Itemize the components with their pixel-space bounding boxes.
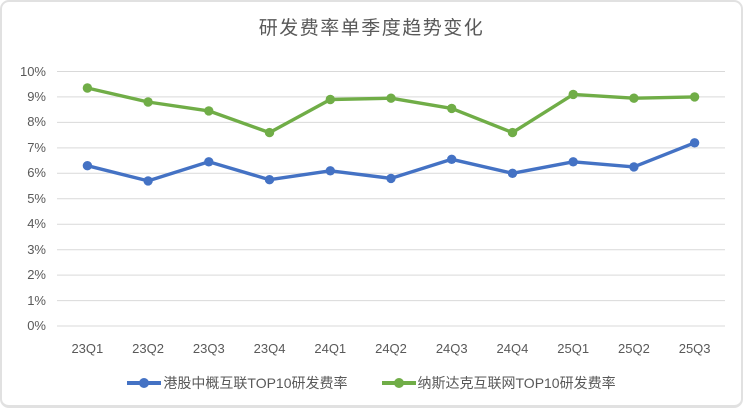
data-point <box>204 106 214 116</box>
legend-line-green-icon <box>381 378 416 388</box>
y-axis-tick-label: 10% <box>19 63 46 79</box>
legend-line-blue-icon <box>127 378 162 388</box>
data-point <box>447 154 457 164</box>
x-axis-tick-label: 24Q2 <box>375 341 407 356</box>
y-axis-tick-label: 9% <box>27 88 46 104</box>
legend-label-nasdaq-top10: 纳斯达克互联网TOP10研发费率 <box>417 375 616 391</box>
data-point <box>386 173 396 184</box>
x-axis-tick-label: 25Q2 <box>618 341 650 356</box>
y-axis-tick-label: 1% <box>27 292 46 308</box>
legend-dot-green-icon <box>393 378 404 388</box>
legend-dot-blue-icon <box>139 378 150 388</box>
data-point <box>507 127 518 138</box>
data-point <box>568 89 578 100</box>
legend-item-hk-top10: 港股中概互联TOP10研发费率 <box>127 373 348 393</box>
data-point <box>82 83 93 93</box>
x-axis-tick-label: 24Q4 <box>496 341 529 356</box>
y-axis-tick-label: 3% <box>27 241 46 257</box>
y-axis-tick-label: 8% <box>27 114 46 130</box>
data-point <box>143 176 153 186</box>
data-point <box>325 166 335 176</box>
legend-label-hk-top10: 港股中概互联TOP10研发费率 <box>163 375 348 391</box>
data-point <box>264 127 275 138</box>
x-axis-tick-label: 23Q3 <box>192 341 225 356</box>
y-axis-tick-label: 2% <box>27 267 46 283</box>
x-axis-tick-label: 24Q1 <box>314 341 347 356</box>
data-point <box>264 175 275 185</box>
chart-title: 研发费率单季度趋势变化 <box>258 18 485 39</box>
x-axis-tick-label: 25Q3 <box>678 341 711 356</box>
legend: 港股中概互联TOP10研发费率 纳斯达克互联网TOP10研发费率 <box>2 373 741 393</box>
x-axis-tick-label: 23Q4 <box>253 341 286 356</box>
data-point <box>143 97 153 107</box>
data-point <box>629 93 639 103</box>
legend-item-nasdaq-top10: 纳斯达克互联网TOP10研发费率 <box>381 373 616 393</box>
data-point <box>82 161 93 171</box>
y-axis-tick-label: 4% <box>27 216 46 232</box>
x-axis-tick-label: 23Q2 <box>132 341 164 356</box>
data-point <box>507 168 518 178</box>
x-axis-tick-label: 24Q3 <box>435 341 468 356</box>
data-point <box>689 92 700 102</box>
y-axis-tick-label: 6% <box>27 165 46 181</box>
data-point <box>568 157 578 167</box>
y-axis-tick-label: 7% <box>27 139 46 155</box>
x-axis-tick-label: 25Q1 <box>557 341 590 356</box>
y-axis-tick-label: 5% <box>27 190 46 206</box>
data-point <box>386 93 396 103</box>
x-axis-tick-label: 23Q1 <box>71 341 104 356</box>
data-point <box>629 162 639 172</box>
y-axis-tick-label: 0% <box>27 318 46 333</box>
data-point <box>204 157 214 167</box>
data-point <box>689 138 700 148</box>
data-point <box>447 103 457 114</box>
data-point <box>325 94 335 105</box>
